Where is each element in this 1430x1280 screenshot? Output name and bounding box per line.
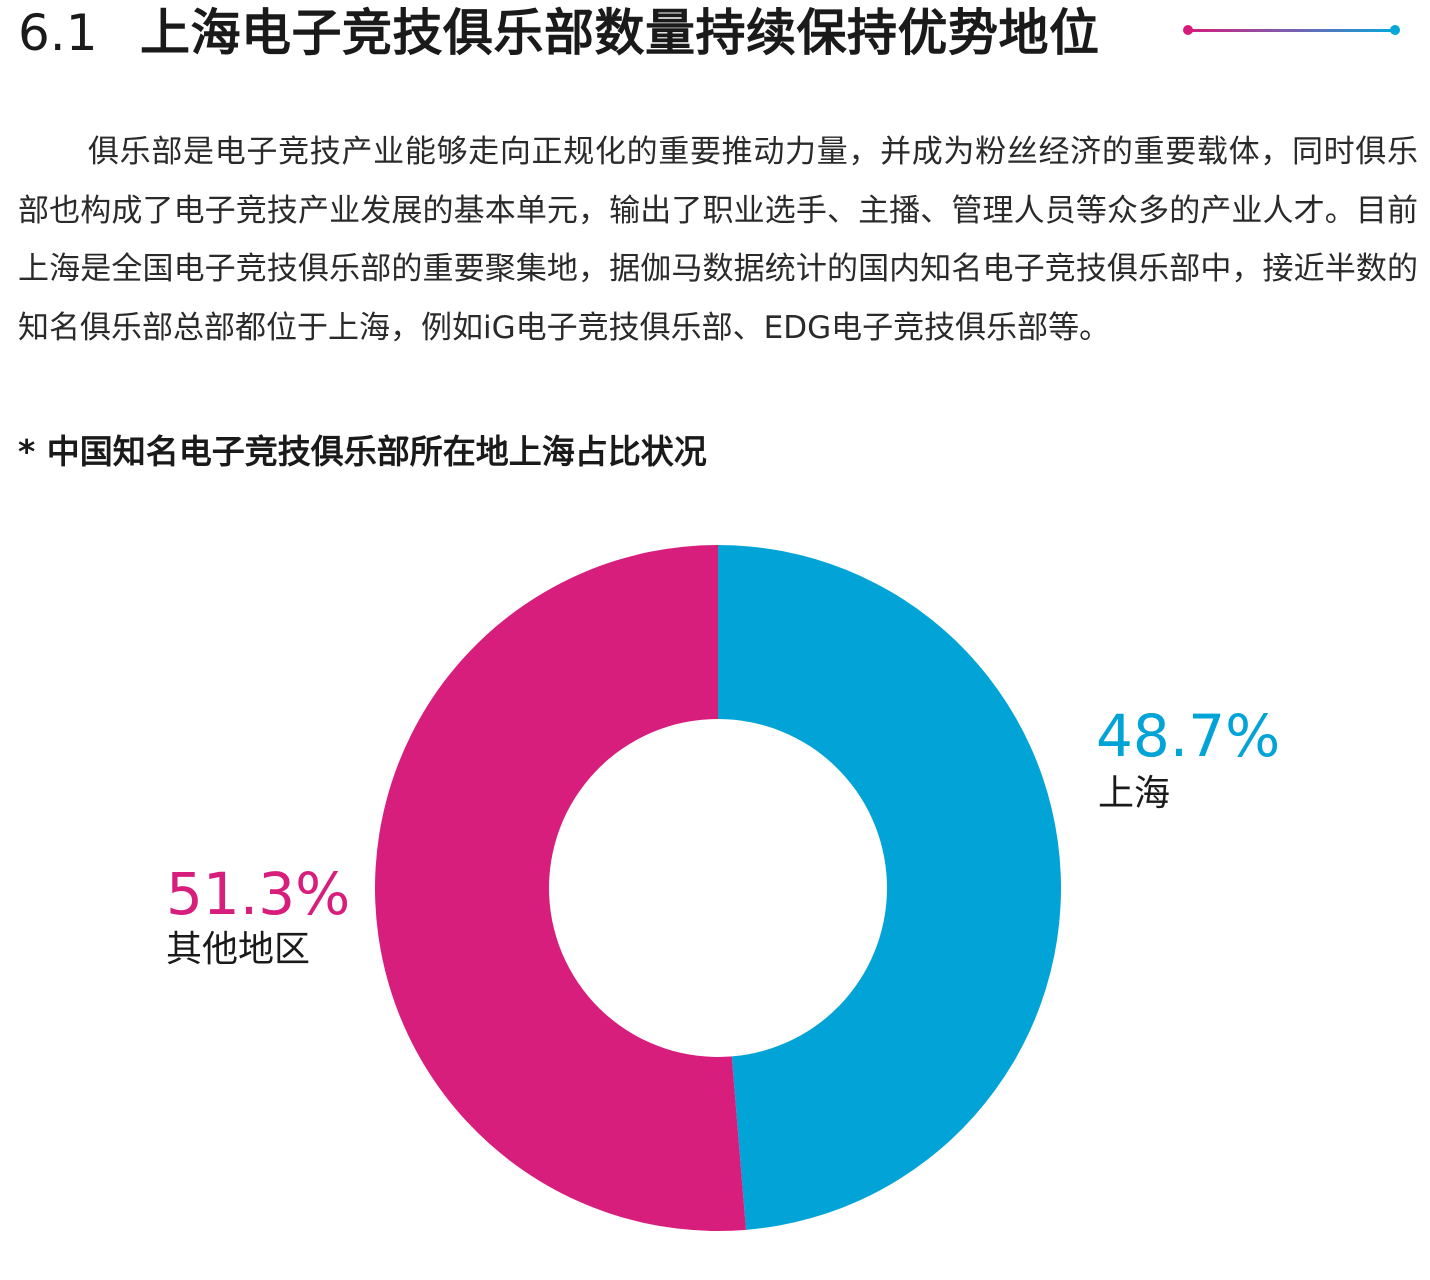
body-paragraph: 俱乐部是电子竞技产业能够走向正规化的重要推动力量，并成为粉丝经济的重要载体，同时… <box>18 134 1418 346</box>
slice-value-label-other: 51.3% <box>166 860 351 928</box>
section-header: 6.1 上海电子竞技俱乐部数量持续保持优势地位 <box>18 2 1418 64</box>
donut-slice-other <box>375 545 746 1231</box>
section-title: 上海电子竞技俱乐部数量持续保持优势地位 <box>140 4 1100 62</box>
donut-slice-shanghai <box>718 545 1062 1230</box>
header-accent-line <box>1186 29 1394 32</box>
slice-name-label-other: 其他地区 <box>166 929 311 970</box>
chart-title: * 中国知名电子竞技俱乐部所在地上海占比状况 <box>18 432 707 471</box>
slice-name-label-shanghai: 上海 <box>1098 773 1171 814</box>
header-accent-dot-right <box>1390 25 1400 35</box>
header-accent-dot-left <box>1183 25 1193 35</box>
slice-value-label-shanghai: 48.7% <box>1096 702 1281 770</box>
section-number: 6.1 <box>18 4 98 62</box>
